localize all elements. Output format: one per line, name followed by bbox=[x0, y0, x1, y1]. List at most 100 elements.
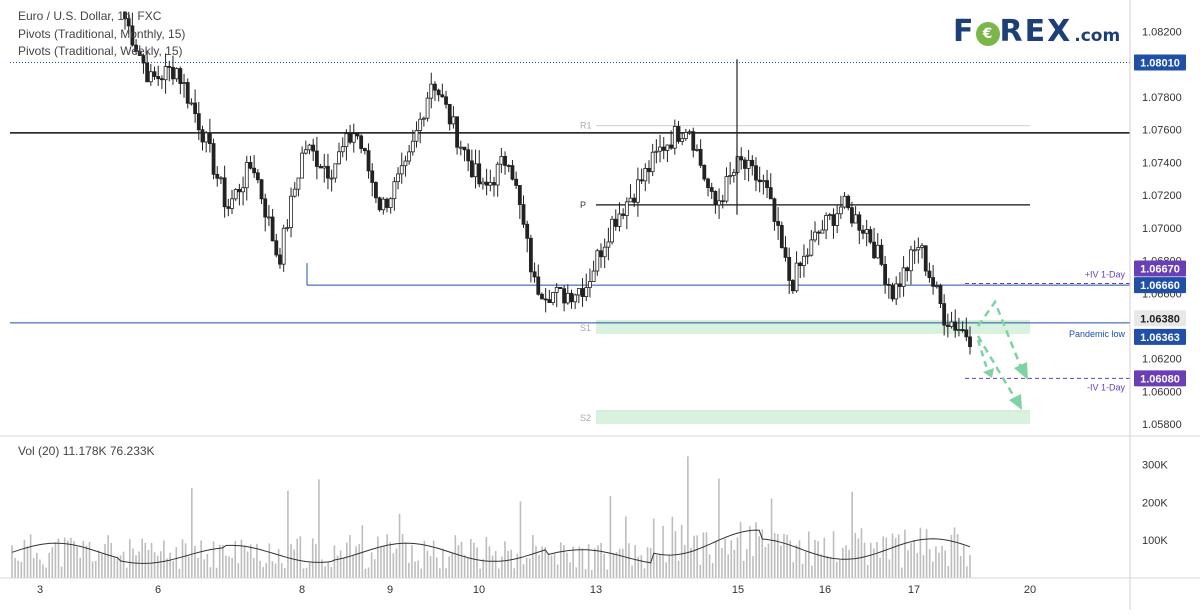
candle-down bbox=[938, 285, 943, 305]
candle-down bbox=[661, 146, 666, 151]
volume-bar bbox=[795, 545, 798, 578]
volume-bar bbox=[581, 548, 584, 578]
volume-bar bbox=[845, 545, 847, 578]
volume-bar bbox=[817, 541, 819, 578]
candle-down bbox=[861, 229, 865, 234]
volume-bar bbox=[380, 547, 382, 578]
candle-down bbox=[540, 293, 544, 300]
legend-pivots-monthly[interactable]: Pivots (Traditional, Monthly, 15) bbox=[18, 27, 186, 41]
candle-down bbox=[211, 143, 216, 175]
candle-down bbox=[318, 166, 323, 169]
volume-bar bbox=[913, 539, 915, 578]
volume-bar bbox=[315, 544, 317, 578]
volume-bar bbox=[510, 549, 512, 578]
volume-bar bbox=[82, 541, 85, 578]
candle-down bbox=[528, 237, 533, 273]
volume-bar bbox=[432, 540, 435, 578]
candle-up bbox=[591, 270, 596, 282]
candle-up bbox=[421, 117, 426, 120]
volume-bar bbox=[718, 478, 720, 578]
volume-bar bbox=[780, 545, 782, 578]
volume-bar bbox=[429, 556, 432, 578]
candle-down bbox=[436, 89, 441, 96]
candle-up bbox=[794, 262, 799, 292]
candle-up bbox=[909, 249, 913, 272]
volume-bar bbox=[919, 527, 922, 578]
candle-down bbox=[960, 329, 965, 331]
volume-bar bbox=[355, 546, 357, 578]
zones-layer: S1 S2 bbox=[580, 320, 1030, 424]
time-tick-label: 17 bbox=[908, 584, 920, 596]
volume-bar bbox=[411, 545, 413, 578]
candle-up bbox=[584, 287, 589, 297]
candle-up bbox=[588, 281, 592, 288]
candle-down bbox=[126, 18, 131, 27]
volume-bar bbox=[767, 543, 770, 578]
candle-up bbox=[683, 132, 688, 139]
volume-bar bbox=[17, 560, 20, 578]
candle-up bbox=[241, 187, 245, 193]
volume-bar bbox=[916, 553, 919, 578]
volume-bar bbox=[504, 541, 506, 578]
candle-down bbox=[492, 182, 496, 186]
volume-bar bbox=[138, 551, 140, 578]
candle-down bbox=[569, 292, 574, 303]
volume-bar bbox=[181, 539, 184, 578]
legend-symbol[interactable]: Euro / U.S. Dollar, 1h, FXC bbox=[18, 9, 162, 23]
volume-bar bbox=[63, 537, 66, 578]
volume-bar bbox=[442, 548, 444, 578]
candle-up bbox=[565, 292, 570, 304]
candle-up bbox=[680, 138, 685, 142]
candle-down bbox=[772, 198, 777, 222]
level-label-iv: +IV 1-Day bbox=[1085, 269, 1126, 279]
volume-bar bbox=[311, 538, 314, 578]
candle-down bbox=[750, 159, 755, 167]
candle-down bbox=[968, 336, 972, 348]
candle-down bbox=[130, 25, 135, 46]
volume-bar bbox=[612, 553, 615, 578]
candle-down bbox=[156, 76, 161, 80]
volume-bar bbox=[904, 529, 906, 578]
candle-down bbox=[462, 146, 467, 151]
candle-down bbox=[647, 167, 651, 173]
candle-down bbox=[270, 216, 275, 242]
candle-up bbox=[643, 167, 648, 182]
volume-bar bbox=[736, 537, 739, 578]
volume-bar bbox=[721, 548, 723, 578]
volume-bar bbox=[194, 545, 196, 578]
volume-bar bbox=[628, 543, 630, 578]
volume-bar bbox=[671, 516, 674, 578]
volume-bar bbox=[268, 543, 271, 578]
price-tick-label: 1.07600 bbox=[1142, 125, 1182, 137]
level-label-pivot: P bbox=[580, 200, 586, 210]
candle-down bbox=[580, 288, 585, 297]
candle-up bbox=[650, 151, 655, 173]
candle-down bbox=[359, 135, 364, 149]
candle-down bbox=[558, 286, 563, 290]
volume-bar bbox=[141, 538, 144, 578]
volume-bar bbox=[113, 555, 116, 578]
candle-up bbox=[827, 214, 832, 217]
legend-pivots-weekly[interactable]: Pivots (Traditional, Weekly, 15) bbox=[18, 44, 183, 58]
volume-bar bbox=[621, 548, 624, 578]
volume-bar bbox=[891, 533, 894, 578]
volume-tick-label: 200K bbox=[1142, 497, 1168, 509]
candle-down bbox=[831, 214, 836, 226]
volume-bar bbox=[172, 560, 175, 578]
candle-up bbox=[916, 247, 921, 251]
volume-bar bbox=[770, 498, 773, 578]
candle-up bbox=[292, 188, 297, 197]
candle-up bbox=[813, 231, 817, 241]
volume-bar bbox=[262, 566, 264, 578]
volume-bar bbox=[969, 555, 971, 578]
volume-bar bbox=[426, 550, 429, 578]
volume-bar bbox=[550, 555, 553, 578]
candle-up bbox=[551, 292, 555, 304]
volume-bar bbox=[280, 562, 283, 578]
level-label-pandemic-low: Pandemic low bbox=[1069, 329, 1126, 339]
volume-bar bbox=[525, 557, 528, 578]
volume-bar bbox=[129, 539, 131, 578]
